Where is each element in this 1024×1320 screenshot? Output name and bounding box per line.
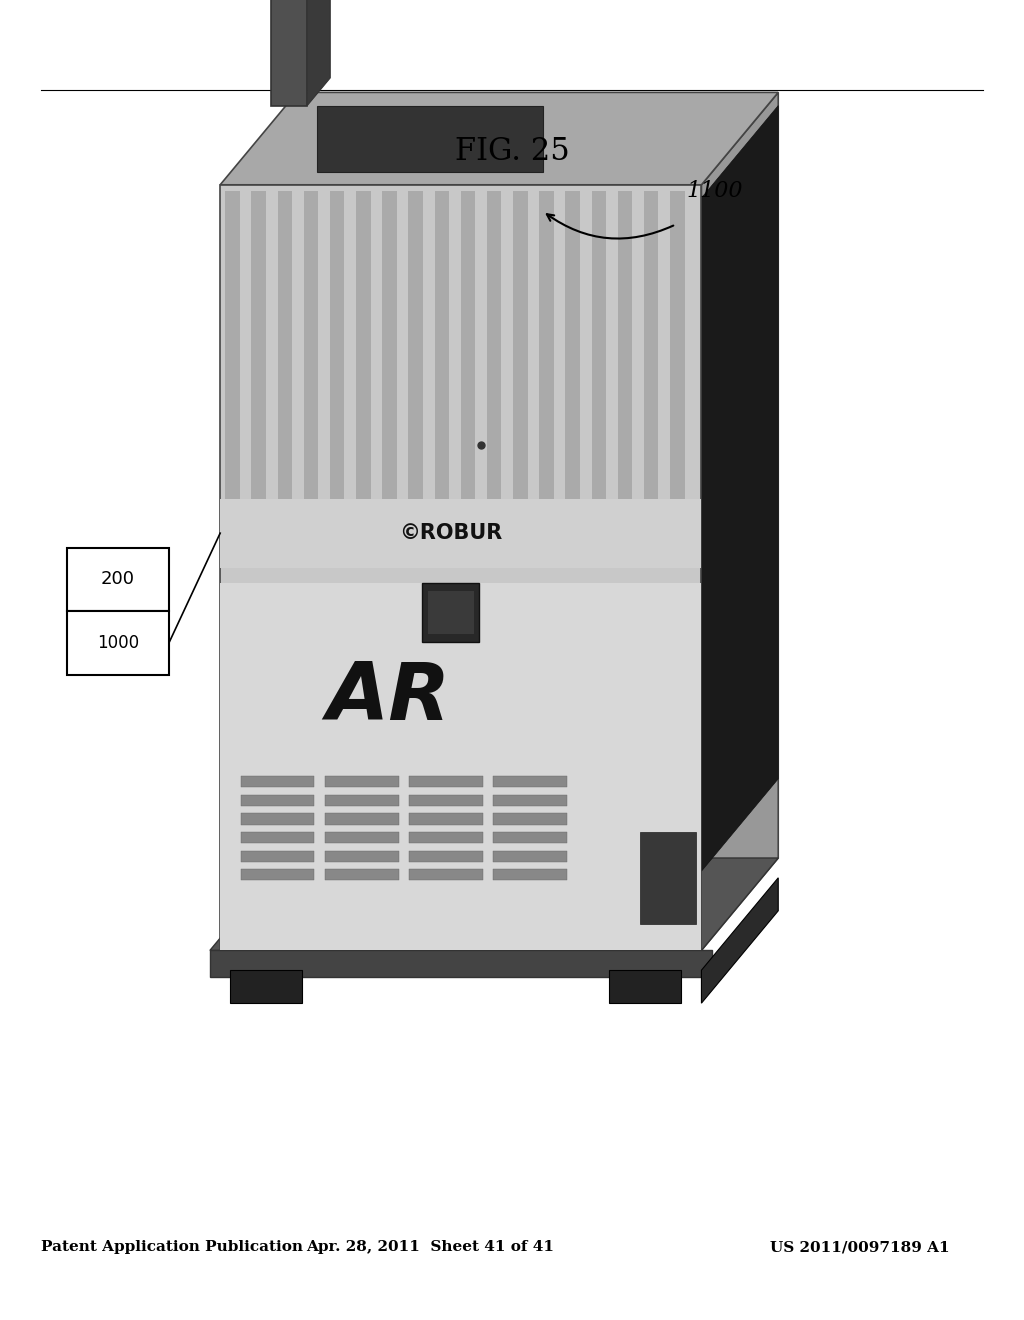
Bar: [409, 776, 482, 787]
Text: AR: AR: [327, 659, 451, 737]
Bar: [210, 950, 712, 977]
Bar: [325, 869, 398, 880]
Text: 200: 200: [100, 570, 135, 589]
Bar: [487, 191, 502, 552]
Bar: [241, 776, 314, 787]
Bar: [493, 869, 566, 880]
Text: FIG. 25: FIG. 25: [455, 136, 569, 168]
Polygon shape: [220, 92, 778, 185]
Polygon shape: [701, 106, 778, 871]
Polygon shape: [701, 92, 778, 950]
Bar: [428, 591, 473, 635]
Bar: [325, 832, 398, 843]
Bar: [304, 191, 318, 552]
Bar: [409, 832, 482, 843]
Bar: [609, 970, 681, 1003]
Bar: [493, 832, 566, 843]
Bar: [565, 191, 580, 552]
Bar: [67, 548, 169, 611]
Bar: [325, 776, 398, 787]
Text: 1000: 1000: [96, 634, 139, 652]
Bar: [230, 970, 302, 1003]
Bar: [220, 499, 701, 568]
Bar: [252, 191, 266, 552]
Bar: [409, 850, 482, 862]
Bar: [670, 191, 685, 552]
Polygon shape: [317, 106, 543, 172]
Bar: [493, 850, 566, 862]
Text: Patent Application Publication: Patent Application Publication: [41, 1241, 303, 1254]
Bar: [356, 191, 371, 552]
Bar: [409, 813, 482, 825]
Bar: [434, 191, 450, 552]
Bar: [241, 869, 314, 880]
Bar: [241, 832, 314, 843]
Bar: [220, 185, 701, 950]
Bar: [493, 776, 566, 787]
Bar: [540, 191, 554, 552]
Bar: [422, 583, 478, 643]
Bar: [325, 813, 398, 825]
Bar: [382, 191, 396, 552]
Bar: [513, 191, 527, 552]
Bar: [220, 583, 701, 950]
Text: Apr. 28, 2011  Sheet 41 of 41: Apr. 28, 2011 Sheet 41 of 41: [306, 1241, 554, 1254]
Bar: [409, 795, 482, 807]
Bar: [271, 0, 307, 106]
Bar: [67, 611, 169, 675]
Polygon shape: [210, 858, 778, 950]
Polygon shape: [307, 0, 331, 106]
Bar: [241, 813, 314, 825]
Bar: [493, 813, 566, 825]
Bar: [278, 191, 292, 552]
Bar: [241, 850, 314, 862]
Polygon shape: [701, 878, 778, 1003]
Bar: [640, 832, 696, 924]
Bar: [493, 795, 566, 807]
Bar: [409, 191, 423, 552]
Bar: [409, 869, 482, 880]
Text: 1100: 1100: [686, 181, 742, 202]
Text: ©ROBUR: ©ROBUR: [399, 523, 502, 543]
Bar: [225, 191, 240, 552]
Text: US 2011/0097189 A1: US 2011/0097189 A1: [770, 1241, 950, 1254]
Bar: [241, 795, 314, 807]
Bar: [325, 795, 398, 807]
FancyArrowPatch shape: [547, 214, 674, 239]
Bar: [325, 850, 398, 862]
Bar: [461, 191, 475, 552]
Bar: [330, 191, 344, 552]
Bar: [644, 191, 658, 552]
Bar: [592, 191, 606, 552]
Bar: [617, 191, 632, 552]
